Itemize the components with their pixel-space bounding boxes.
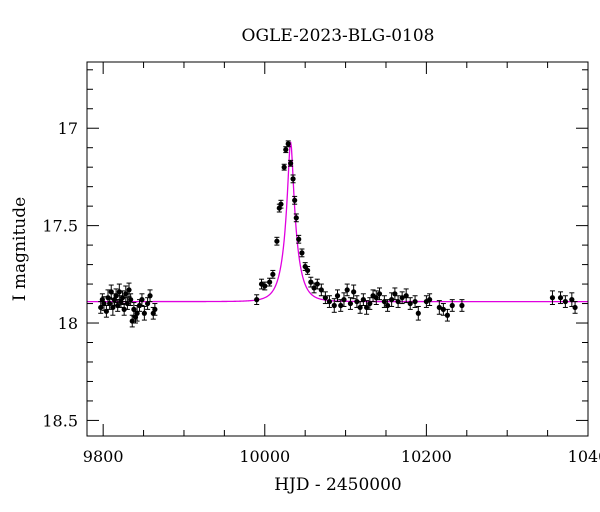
data-point xyxy=(305,267,311,274)
data-point xyxy=(395,298,401,305)
data-point xyxy=(562,298,568,305)
data-point xyxy=(347,300,354,307)
data-point xyxy=(254,297,260,303)
x-tick-label: 1040 xyxy=(568,447,600,466)
data-point xyxy=(110,304,116,311)
data-point xyxy=(128,297,134,303)
data-point xyxy=(124,300,131,307)
data-point xyxy=(141,310,147,316)
x-tick-label: 9800 xyxy=(83,447,124,466)
data-point xyxy=(267,279,273,285)
data-point xyxy=(399,295,405,301)
data-point xyxy=(293,215,299,221)
data-point xyxy=(326,298,333,305)
data-point xyxy=(373,295,379,301)
y-tick-label: 17.5 xyxy=(42,217,78,236)
data-point xyxy=(108,289,114,295)
data-point xyxy=(367,300,373,307)
y-axis-label: I magnitude xyxy=(10,197,30,301)
data-point xyxy=(381,298,387,305)
data-point xyxy=(285,141,291,147)
data-point xyxy=(131,306,137,312)
data-points xyxy=(98,140,578,328)
data-point xyxy=(449,302,455,309)
data-point xyxy=(407,300,413,307)
data-point xyxy=(281,164,287,170)
data-point xyxy=(123,291,129,297)
x-tick-label: 10200 xyxy=(401,447,452,466)
data-point xyxy=(363,304,370,311)
data-point xyxy=(278,201,284,207)
data-point xyxy=(344,287,350,293)
data-point xyxy=(119,295,126,301)
data-point xyxy=(341,297,347,303)
data-point xyxy=(331,302,337,309)
data-point xyxy=(308,279,314,285)
data-point xyxy=(436,304,442,311)
data-point xyxy=(129,318,135,324)
data-point xyxy=(427,297,433,303)
data-point xyxy=(274,238,280,244)
data-point xyxy=(415,310,421,316)
data-point xyxy=(557,295,564,301)
data-point xyxy=(444,312,450,318)
data-point xyxy=(376,291,383,297)
model-layer xyxy=(87,141,588,303)
data-point xyxy=(572,304,578,311)
data-point xyxy=(338,302,344,309)
data-point xyxy=(290,176,296,182)
data-point xyxy=(322,295,328,301)
y-tick-label: 18 xyxy=(58,314,78,333)
data-point xyxy=(314,281,320,287)
data-point xyxy=(296,236,302,242)
plot-frame xyxy=(86,61,589,437)
data-point xyxy=(270,271,276,277)
data-point xyxy=(103,308,109,314)
data-point xyxy=(357,304,363,311)
data-point xyxy=(392,291,398,297)
data-point xyxy=(549,295,556,301)
x-axis-label: HJD - 2450000 xyxy=(274,475,402,495)
y-tick-label: 17 xyxy=(58,119,78,138)
axes: 9800 10000 10200 1040 17 17.5 18 18.5 xyxy=(42,62,600,466)
data-point xyxy=(334,293,341,299)
data-point xyxy=(134,310,140,316)
data-point xyxy=(385,302,391,309)
data-point xyxy=(139,297,145,303)
data-point xyxy=(299,250,305,256)
data-point xyxy=(107,300,113,307)
data-point xyxy=(389,297,395,303)
data-point xyxy=(147,293,153,299)
data-point xyxy=(440,306,446,312)
model-curve xyxy=(87,141,588,303)
data-point xyxy=(459,302,465,309)
data-point xyxy=(101,300,107,307)
data-point xyxy=(152,306,158,312)
data-point xyxy=(126,287,132,293)
data-point xyxy=(283,147,289,153)
data-point xyxy=(116,289,122,295)
data-point xyxy=(569,297,575,303)
data-point xyxy=(292,197,298,203)
data-point xyxy=(288,160,294,166)
data-point xyxy=(412,298,418,305)
data-point xyxy=(403,293,409,299)
data-point xyxy=(113,293,119,299)
data-point xyxy=(145,300,151,307)
data-point xyxy=(262,283,268,289)
data-point xyxy=(351,289,357,295)
x-tick-label: 10000 xyxy=(239,447,290,466)
data-point xyxy=(360,297,366,303)
y-tick-label: 18.5 xyxy=(42,411,78,430)
data-point xyxy=(354,298,360,305)
data-point xyxy=(121,306,127,312)
chart-title: OGLE-2023-BLG-0108 xyxy=(242,26,435,46)
data-point xyxy=(318,287,324,293)
data-point xyxy=(115,302,121,309)
data-point xyxy=(98,304,104,311)
